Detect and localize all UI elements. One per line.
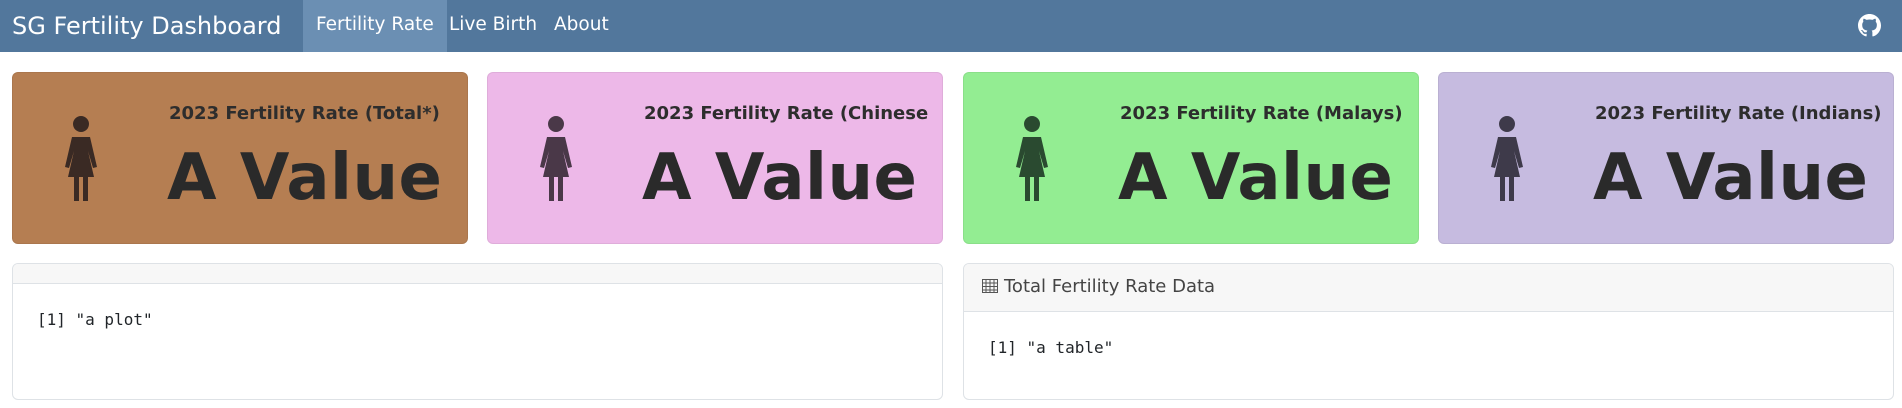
navbar: SG Fertility Dashboard Fertility Rate Li… [0,0,1902,52]
app-brand[interactable]: SG Fertility Dashboard [12,12,282,40]
value-box-value: A Value [642,141,918,215]
value-box-title: 2023 Fertility Rate (Total*) [169,103,440,124]
value-box-title: 2023 Fertility Rate (Malays) [1120,103,1403,124]
value-box-value: A Value [1118,141,1394,215]
female-person-icon [65,116,97,201]
table-card: Total Fertility Rate Data [1] "a table" [963,263,1894,400]
tab-live-birth[interactable]: Live Birth [449,14,538,35]
value-box-title: 2023 Fertility Rate (Chinese [644,103,929,124]
value-box-total: 2023 Fertility Rate (Total*) A Value [12,72,468,244]
tab-fertility-rate[interactable]: Fertility Rate [303,0,447,52]
female-person-icon [1491,116,1523,201]
table-icon [982,279,998,293]
plot-output: [1] "a plot" [37,310,153,329]
value-box-value: A Value [167,141,443,215]
value-box-chinese: 2023 Fertility Rate (Chinese A Value [487,72,943,244]
value-box-value: A Value [1593,141,1869,215]
value-box-title: 2023 Fertility Rate (Indians) [1595,103,1882,124]
female-person-icon [540,116,572,201]
github-icon[interactable] [1858,14,1881,37]
value-box-malays: 2023 Fertility Rate (Malays) A Value [963,72,1419,244]
table-output: [1] "a table" [988,338,1114,357]
plot-card: [1] "a plot" [12,263,943,400]
value-box-indians: 2023 Fertility Rate (Indians) A Value [1438,72,1894,244]
table-card-title: Total Fertility Rate Data [1004,276,1216,297]
table-card-header: Total Fertility Rate Data [964,264,1893,312]
tab-about[interactable]: About [554,14,609,35]
plot-card-header [13,264,942,284]
female-person-icon [1016,116,1048,201]
